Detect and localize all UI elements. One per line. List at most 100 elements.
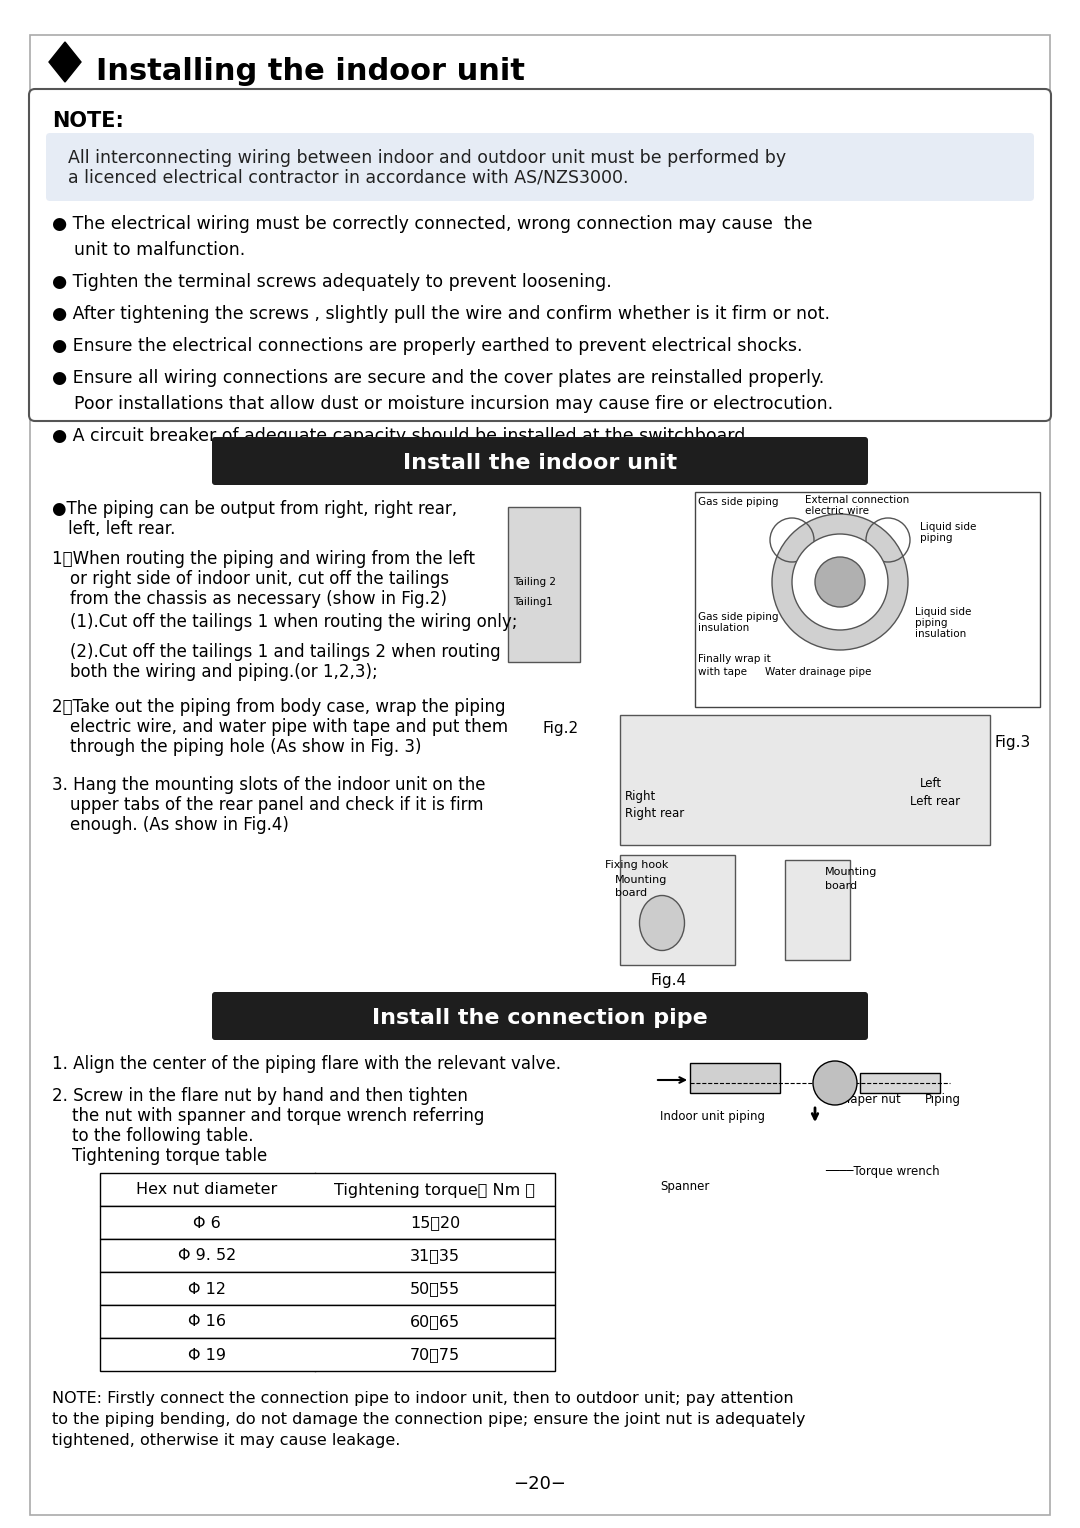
Text: upper tabs of the rear panel and check if it is firm: upper tabs of the rear panel and check i…	[70, 796, 484, 814]
Ellipse shape	[639, 895, 685, 950]
Text: 50～55: 50～55	[410, 1282, 460, 1296]
Text: Installing the indoor unit: Installing the indoor unit	[96, 58, 525, 87]
Circle shape	[815, 558, 865, 607]
Text: Tailing 2: Tailing 2	[513, 578, 556, 587]
Text: Finally wrap it: Finally wrap it	[698, 654, 771, 665]
Text: Spanner: Spanner	[660, 1180, 710, 1193]
Circle shape	[772, 513, 908, 649]
Text: ● After tightening the screws , slightly pull the wire and confirm whether is it: ● After tightening the screws , slightly…	[52, 306, 831, 322]
Bar	[860, 1073, 940, 1093]
Text: Right: Right	[625, 790, 657, 804]
Text: Gas side piping: Gas side piping	[698, 497, 779, 507]
Text: Piping: Piping	[924, 1093, 961, 1106]
Text: 15～20: 15～20	[410, 1215, 460, 1230]
Text: 2. Screw in the flare nut by hand and then tighten: 2. Screw in the flare nut by hand and th…	[52, 1086, 468, 1105]
Text: left, left rear.: left, left rear.	[68, 520, 175, 538]
Text: Left: Left	[920, 778, 942, 790]
Text: Right rear: Right rear	[625, 807, 685, 821]
Text: the nut with spanner and torque wrench referring: the nut with spanner and torque wrench r…	[72, 1106, 484, 1125]
Text: Liquid side: Liquid side	[920, 523, 976, 532]
Circle shape	[792, 533, 888, 630]
Text: External connection: External connection	[805, 495, 909, 504]
Text: Install the connection pipe: Install the connection pipe	[373, 1008, 707, 1028]
Text: Gas side piping: Gas side piping	[698, 613, 779, 622]
Text: NOTE:: NOTE:	[52, 112, 124, 131]
Text: ● Tighten the terminal screws adequately to prevent loosening.: ● Tighten the terminal screws adequately…	[52, 274, 611, 290]
Text: (1).Cut off the tailings 1 when routing the wiring only;: (1).Cut off the tailings 1 when routing …	[70, 613, 517, 631]
Text: Φ 6: Φ 6	[193, 1215, 221, 1230]
Text: unit to malfunction.: unit to malfunction.	[52, 241, 245, 260]
Text: −20−: −20−	[513, 1475, 567, 1493]
Text: Φ 9. 52: Φ 9. 52	[178, 1248, 237, 1264]
Text: Install the indoor unit: Install the indoor unit	[403, 452, 677, 474]
Bar	[100, 1305, 555, 1339]
Text: Indoor unit piping: Indoor unit piping	[660, 1109, 765, 1123]
Text: All interconnecting wiring between indoor and outdoor unit must be performed by: All interconnecting wiring between indoo…	[68, 150, 786, 167]
Text: 60～65: 60～65	[410, 1314, 460, 1329]
Text: electric wire, and water pipe with tape and put them: electric wire, and water pipe with tape …	[70, 718, 508, 736]
Text: Fig.2: Fig.2	[543, 721, 579, 736]
Bar	[620, 715, 990, 845]
Bar	[690, 1063, 780, 1093]
Text: or right side of indoor unit, cut off the tailings: or right side of indoor unit, cut off th…	[70, 570, 449, 588]
Text: ● The electrical wiring must be correctly connected, wrong connection may cause : ● The electrical wiring must be correctl…	[52, 215, 812, 232]
Text: Tightening torque（ Nm ）: Tightening torque（ Nm ）	[335, 1183, 536, 1198]
Text: 1．When routing the piping and wiring from the left: 1．When routing the piping and wiring fro…	[52, 550, 475, 568]
Text: Taper nut: Taper nut	[845, 1093, 901, 1106]
Text: Mounting: Mounting	[825, 866, 877, 877]
Text: enough. (As show in Fig.4): enough. (As show in Fig.4)	[70, 816, 288, 834]
Text: Φ 16: Φ 16	[188, 1314, 226, 1329]
Text: with tape: with tape	[698, 668, 747, 677]
Text: from the chassis as necessary (show in Fig.2): from the chassis as necessary (show in F…	[70, 590, 447, 608]
Text: Tailing1: Tailing1	[513, 597, 553, 607]
Text: ● A circuit breaker of adequate capacity should be installed at the switchboard.: ● A circuit breaker of adequate capacity…	[52, 426, 751, 445]
Text: both the wiring and piping.(or 1,2,3);: both the wiring and piping.(or 1,2,3);	[70, 663, 378, 681]
Text: Fixing hook: Fixing hook	[605, 860, 669, 869]
Bar	[100, 1339, 555, 1371]
Text: NOTE: Firstly connect the connection pipe to indoor unit, then to outdoor unit; : NOTE: Firstly connect the connection pip…	[52, 1390, 806, 1449]
FancyBboxPatch shape	[29, 89, 1051, 422]
Bar	[508, 507, 580, 662]
Text: board: board	[825, 882, 858, 891]
Text: Poor installations that allow dust or moisture incursion may cause fire or elect: Poor installations that allow dust or mo…	[52, 396, 833, 413]
Bar	[100, 1271, 555, 1305]
Text: Hex nut diameter: Hex nut diameter	[136, 1183, 278, 1198]
FancyBboxPatch shape	[212, 992, 868, 1041]
Text: 31～35: 31～35	[410, 1248, 460, 1264]
Text: ────Torque wrench: ────Torque wrench	[825, 1164, 940, 1178]
Text: 70～75: 70～75	[410, 1348, 460, 1363]
Polygon shape	[49, 41, 81, 83]
FancyBboxPatch shape	[212, 437, 868, 484]
Text: Mounting: Mounting	[615, 876, 667, 885]
Text: piping: piping	[915, 617, 947, 628]
Bar	[620, 856, 735, 966]
Text: insulation: insulation	[698, 623, 750, 633]
Text: electric wire: electric wire	[805, 506, 869, 516]
Text: (2).Cut off the tailings 1 and tailings 2 when routing: (2).Cut off the tailings 1 and tailings …	[70, 643, 501, 662]
Bar	[785, 860, 850, 960]
Text: Liquid side: Liquid side	[915, 607, 971, 617]
Text: Φ 12: Φ 12	[188, 1282, 226, 1296]
Text: to the following table.: to the following table.	[72, 1128, 254, 1144]
Text: ● Ensure the electrical connections are properly earthed to prevent electrical s: ● Ensure the electrical connections are …	[52, 338, 802, 354]
Text: ● Ensure all wiring connections are secure and the cover plates are reinstalled : ● Ensure all wiring connections are secu…	[52, 368, 824, 387]
Bar	[100, 1174, 555, 1206]
Text: a licenced electrical contractor in accordance with AS/NZS3000.: a licenced electrical contractor in acco…	[68, 170, 629, 186]
FancyBboxPatch shape	[46, 133, 1034, 202]
Text: Left rear: Left rear	[910, 795, 960, 808]
Bar	[100, 1239, 555, 1271]
Bar	[100, 1206, 555, 1239]
Text: 2．Take out the piping from body case, wrap the piping: 2．Take out the piping from body case, wr…	[52, 698, 505, 717]
FancyBboxPatch shape	[696, 492, 1040, 707]
Text: 3. Hang the mounting slots of the indoor unit on the: 3. Hang the mounting slots of the indoor…	[52, 776, 486, 795]
Text: board: board	[615, 888, 647, 898]
Text: Water drainage pipe: Water drainage pipe	[765, 668, 872, 677]
Text: through the piping hole (As show in Fig. 3): through the piping hole (As show in Fig.…	[70, 738, 421, 756]
Text: 1. Align the center of the piping flare with the relevant valve.: 1. Align the center of the piping flare …	[52, 1054, 561, 1073]
Text: ●The piping can be output from right, right rear,: ●The piping can be output from right, ri…	[52, 500, 457, 518]
Text: Φ 19: Φ 19	[188, 1348, 226, 1363]
Text: Tightening torque table: Tightening torque table	[72, 1148, 267, 1164]
Text: Fig.4: Fig.4	[650, 973, 686, 989]
Circle shape	[813, 1060, 858, 1105]
Text: Fig.3: Fig.3	[995, 735, 1031, 750]
